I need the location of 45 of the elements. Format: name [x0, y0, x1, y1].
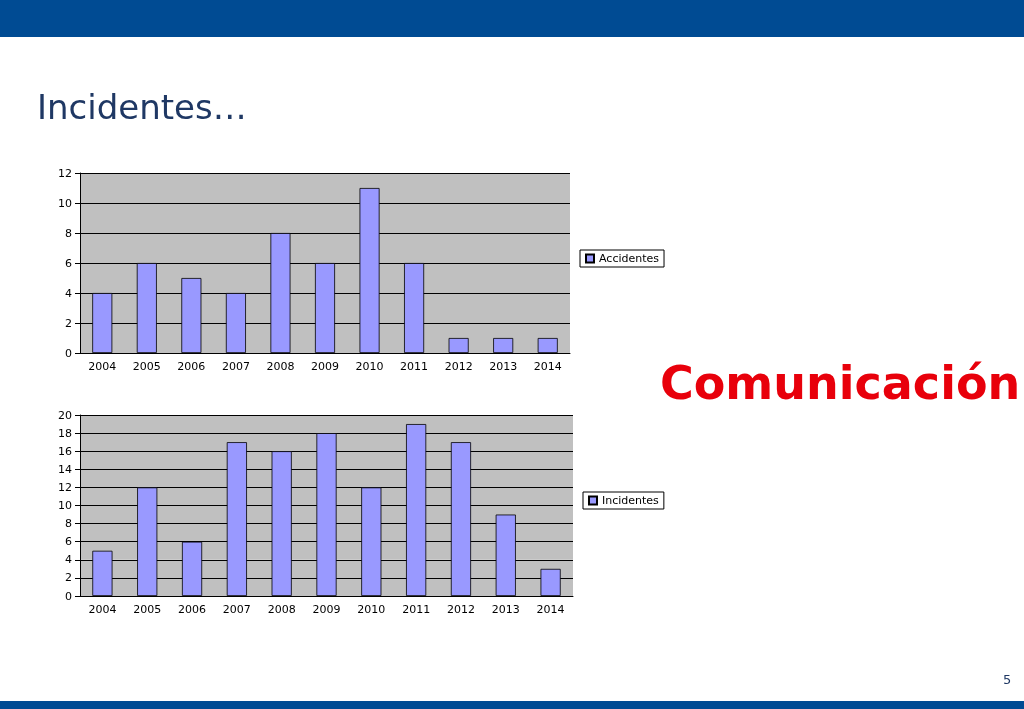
x-tick-label: 2007 — [221, 360, 250, 373]
y-tick-label: 8 — [65, 226, 72, 240]
x-tick-label: 2008 — [267, 603, 296, 616]
x-tick-label: 2006 — [177, 360, 206, 373]
y-tick-label: 6 — [65, 535, 72, 549]
x-tick-label: 2006 — [178, 603, 207, 616]
y-tick-label: 0 — [65, 346, 72, 360]
y-tick-label: 2 — [65, 316, 72, 330]
x-tick-label: 2005 — [132, 360, 161, 373]
legend-label: Incidentes — [602, 494, 660, 507]
x-tick-label: 2004 — [88, 360, 117, 373]
x-tick-label: 2014 — [536, 603, 565, 616]
x-tick-label: 2012 — [446, 603, 475, 616]
y-tick-label: 14 — [58, 462, 72, 476]
x-tick-label: 2011 — [400, 360, 429, 373]
y-tick-label: 8 — [65, 517, 72, 531]
text: Comunicación — [660, 356, 1021, 410]
x-tick-label: 2009 — [311, 360, 339, 373]
x-tick-label: 2009 — [312, 603, 341, 616]
x-tick-label: 2010 — [355, 360, 384, 373]
y-tick-label: 4 — [65, 553, 72, 567]
x-tick-label: 2010 — [357, 603, 386, 616]
x-tick-label: 2007 — [222, 603, 251, 616]
x-tick-label: 2012 — [444, 360, 473, 373]
x-tick-label: 2011 — [402, 603, 431, 616]
x-tick-label: 2014 — [533, 360, 562, 373]
x-tick-label: 2008 — [266, 360, 295, 373]
x-tick-label: 2004 — [88, 603, 117, 616]
y-tick-label: 6 — [65, 256, 72, 270]
x-tick-label: 2013 — [491, 603, 520, 616]
y-tick-label: 16 — [58, 444, 72, 458]
x-tick-label: 2005 — [133, 603, 162, 616]
chart-title: Incidentes… — [37, 87, 247, 127]
x-tick-label: 2013 — [489, 360, 518, 373]
y-tick-label: 10 — [58, 499, 72, 512]
y-tick-label: 12 — [58, 166, 72, 180]
legend-label: Accidentes — [599, 252, 660, 265]
y-tick-label: 10 — [58, 196, 72, 210]
y-tick-label: 2 — [65, 571, 72, 585]
y-tick-label: 4 — [65, 286, 72, 300]
y-tick-label: 0 — [65, 589, 72, 603]
y-tick-label: 18 — [58, 426, 72, 440]
y-tick-label: 20 — [58, 408, 72, 422]
y-tick-label: 12 — [58, 480, 72, 494]
text: 5 — [1003, 672, 1012, 687]
